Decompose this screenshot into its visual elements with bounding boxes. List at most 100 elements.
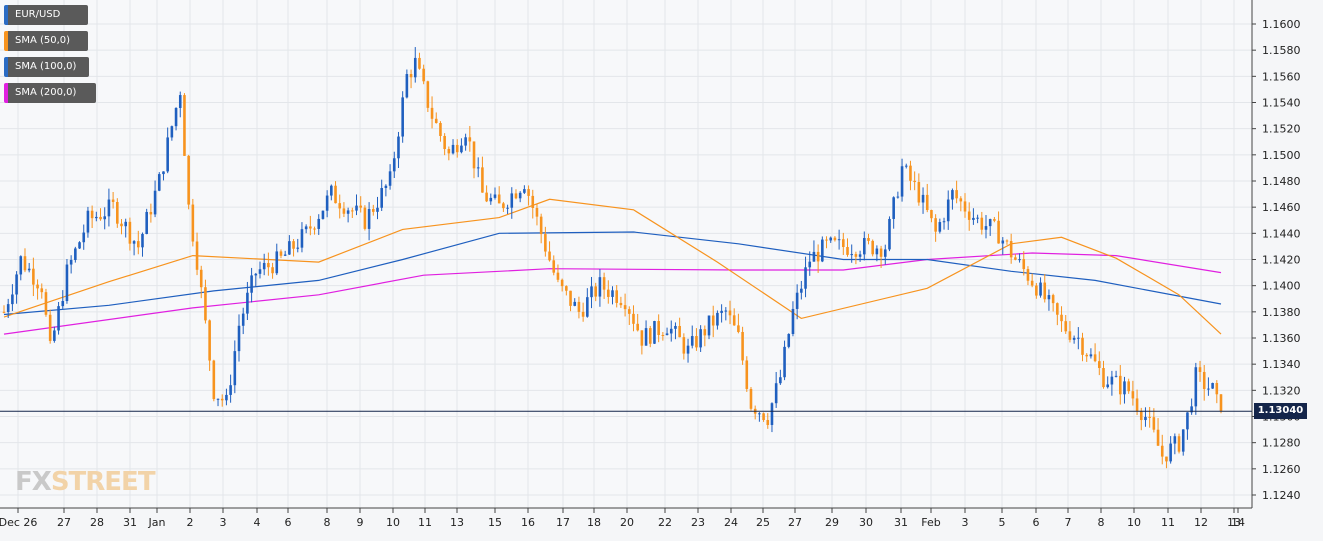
candle-body (145, 211, 148, 234)
candle-body (220, 398, 224, 401)
candle-body (690, 336, 694, 346)
candle-body (544, 234, 547, 252)
candle-body (1064, 321, 1068, 332)
legend-item-sma100[interactable]: SMA (100,0) (4, 57, 89, 77)
legend-item-eurusd[interactable]: EUR/USD (4, 5, 88, 25)
fxstreet-logo: FXSTREET (15, 467, 156, 497)
candle-body (602, 277, 606, 290)
candle-body (380, 188, 383, 208)
candle-body (611, 290, 614, 297)
candle-body (78, 242, 81, 249)
candle-body (951, 190, 954, 200)
y-tick-label: 1.1560 (1262, 70, 1301, 83)
candle-body (921, 194, 925, 203)
candle-body (325, 195, 329, 211)
legend-item-sma200[interactable]: SMA (200,0) (4, 83, 96, 103)
candle-body (967, 211, 971, 220)
candle-body (40, 288, 44, 293)
candle-body (695, 336, 698, 348)
y-tick-label: 1.1380 (1262, 306, 1301, 319)
candle-body (388, 171, 392, 186)
candle-body (963, 201, 967, 212)
y-tick-label: 1.1480 (1262, 175, 1301, 188)
candle-body (338, 203, 342, 209)
candle-body (741, 331, 744, 361)
y-tick-label: 1.1320 (1262, 384, 1301, 397)
candle-body (955, 190, 958, 199)
candle-body (367, 209, 371, 229)
candle-body (1060, 314, 1063, 322)
candle-body (434, 118, 438, 124)
candle-body (313, 228, 316, 230)
x-tick-label: 17 (556, 516, 570, 529)
candle-body (892, 197, 895, 219)
candle-body (27, 268, 31, 271)
candle-body (1047, 295, 1051, 300)
candle-body (1127, 381, 1130, 392)
candle-body (720, 310, 723, 313)
candle-body (439, 123, 442, 136)
candle-body (959, 198, 963, 202)
candle-body (686, 345, 690, 354)
y-tick-label: 1.1460 (1262, 201, 1301, 214)
x-tick-label: 2 (187, 516, 194, 529)
candle-body (930, 210, 933, 219)
candle-body (254, 273, 258, 276)
candle-body (732, 315, 736, 326)
candle-body (993, 219, 996, 221)
candle-body (984, 226, 988, 230)
candle-body (846, 247, 849, 255)
candle-body (766, 419, 770, 425)
legend-label: SMA (50,0) (15, 35, 71, 46)
candle-body (1181, 429, 1185, 452)
x-tick-label: 18 (587, 516, 601, 529)
candle-body (665, 333, 669, 336)
candle-body (934, 218, 937, 232)
plot-area (0, 0, 1252, 508)
candle-body (682, 337, 686, 354)
candle-body (199, 269, 203, 288)
candle-body (1152, 417, 1156, 430)
candle-body (816, 251, 820, 262)
candle-body (1173, 436, 1177, 444)
candle-body (842, 239, 845, 248)
x-tick-label: 23 (691, 516, 705, 529)
y-tick-label: 1.1240 (1262, 489, 1301, 502)
candle-body (556, 272, 560, 280)
candle-body (267, 262, 270, 268)
x-tick-label: 3 (962, 516, 969, 529)
candle-body (493, 194, 497, 198)
candle-body (1085, 354, 1089, 357)
x-tick-label: 10 (1127, 516, 1141, 529)
x-tick-label: 4 (254, 516, 261, 529)
candle-body (644, 328, 648, 346)
candle-body (124, 221, 127, 227)
candle-body (1068, 331, 1072, 340)
candle-body (573, 301, 577, 306)
current-price-badge: 1.13040 (1254, 403, 1307, 419)
x-tick-label: 28 (90, 516, 104, 529)
candle-body (812, 251, 816, 262)
candle-body (627, 309, 631, 314)
candle-body (1043, 282, 1047, 300)
x-tick-label: 27 (788, 516, 802, 529)
chart-grid (0, 0, 1252, 508)
candle-body (99, 216, 102, 220)
candle-body (32, 268, 35, 285)
candle-body (858, 254, 862, 257)
candle-body (900, 166, 904, 197)
legend-label: EUR/USD (15, 9, 61, 20)
candle-body (304, 226, 308, 230)
candle-body (615, 290, 618, 303)
candle-body (850, 254, 853, 256)
candle-body (1077, 337, 1080, 339)
candle-body (246, 292, 249, 314)
legend-label: SMA (200,0) (15, 87, 77, 98)
candle-body (1202, 371, 1206, 389)
legend-item-sma50[interactable]: SMA (50,0) (4, 31, 88, 51)
candle-body (208, 320, 211, 361)
sma50-line (3, 198, 1222, 335)
candle-body (1089, 354, 1093, 357)
candle-body (191, 204, 195, 242)
